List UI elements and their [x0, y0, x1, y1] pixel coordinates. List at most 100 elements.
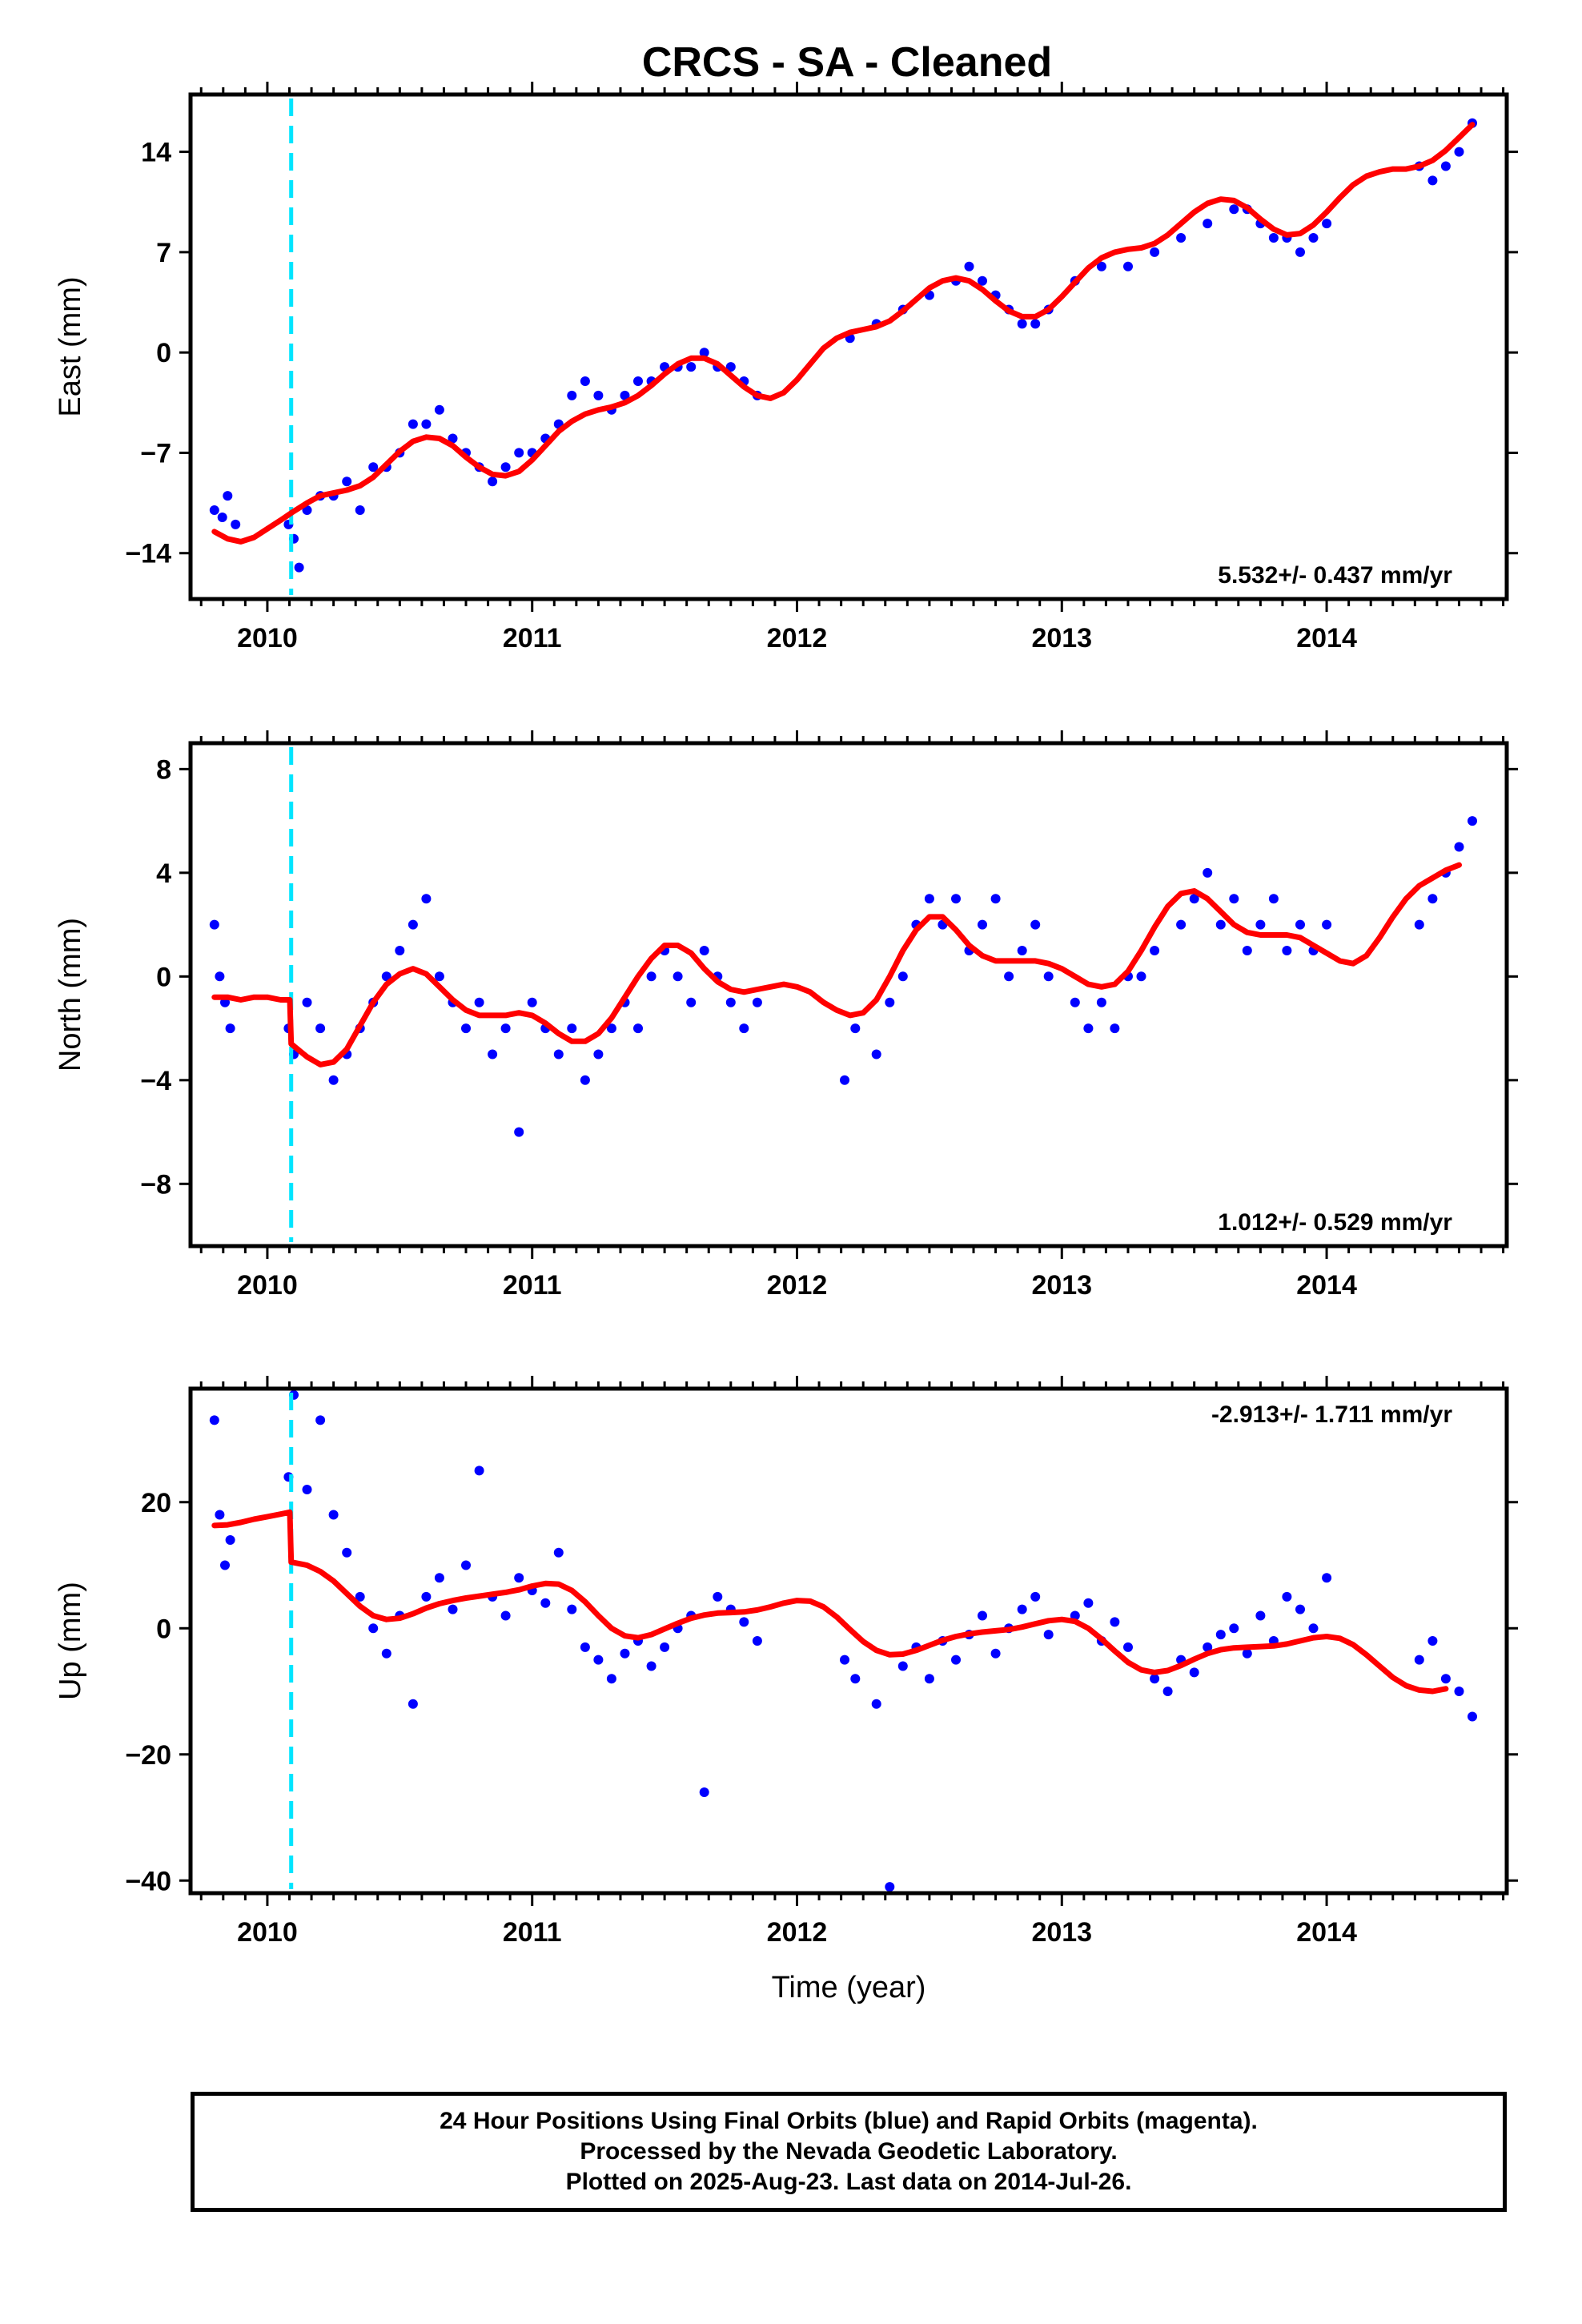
data-point — [1454, 1687, 1464, 1696]
data-point — [633, 1023, 643, 1034]
data-point — [1322, 1573, 1332, 1583]
data-point — [355, 1591, 365, 1602]
x-tick-label: 2010 — [237, 623, 298, 653]
data-point — [1123, 261, 1133, 271]
data-point — [500, 462, 511, 472]
data-point — [434, 1573, 444, 1583]
data-point — [686, 997, 697, 1007]
data-point — [514, 1127, 524, 1137]
data-point — [461, 1023, 471, 1034]
data-point — [580, 376, 590, 386]
data-point — [1203, 1642, 1213, 1652]
data-point — [553, 1547, 564, 1558]
data-point — [1308, 1623, 1319, 1634]
y-tick-label: 0 — [156, 962, 171, 992]
data-point — [408, 419, 418, 429]
y-tick-label: −4 — [140, 1066, 171, 1096]
rate-annotation: 1.012+/- 0.529 mm/yr — [1218, 1209, 1452, 1236]
data-point — [1017, 946, 1027, 955]
data-point — [850, 1674, 861, 1684]
data-point — [924, 1674, 934, 1684]
data-point — [606, 1674, 616, 1684]
x-tick-label: 2010 — [237, 1270, 298, 1301]
data-point — [1440, 1674, 1451, 1684]
model-curve — [211, 862, 1462, 1068]
data-point — [897, 971, 908, 982]
data-point — [606, 1023, 616, 1034]
data-point — [328, 1075, 339, 1085]
x-tick-label: 2013 — [1031, 623, 1092, 653]
data-point — [1136, 971, 1146, 982]
y-axis-label: East (mm) — [54, 276, 87, 416]
panel-north: −8 −4 0 4 8 2010 2011 2012 2013 2014 North (mm) 1.0… — [54, 730, 1518, 1301]
data-point — [1150, 1674, 1160, 1684]
data-point — [885, 997, 895, 1007]
data-point — [1427, 1636, 1438, 1646]
data-point — [1110, 1617, 1120, 1627]
points-east — [209, 118, 1477, 573]
data-point — [1203, 867, 1213, 878]
data-point — [725, 362, 736, 372]
x-tick-label: 2011 — [503, 1270, 562, 1301]
data-point — [1255, 919, 1266, 930]
y-axis-label: Up (mm) — [54, 1582, 87, 1700]
data-point — [368, 462, 379, 472]
data-point — [1030, 1591, 1041, 1602]
data-point — [540, 1598, 551, 1608]
data-point — [553, 1049, 564, 1059]
y-tick-label: 20 — [141, 1488, 171, 1518]
data-point — [1468, 816, 1477, 826]
footer-line-orbits: 24 Hour Positions Using Final Orbits (bl… — [440, 2108, 1258, 2134]
data-point — [1295, 1604, 1305, 1614]
data-point — [408, 919, 418, 930]
data-point — [1414, 1655, 1424, 1665]
data-point — [633, 376, 643, 386]
data-point — [488, 476, 498, 487]
data-point — [514, 448, 524, 458]
data-point — [871, 1049, 881, 1059]
data-point — [593, 390, 604, 400]
x-tick-label: 2014 — [1296, 1270, 1357, 1301]
data-point — [840, 1075, 849, 1085]
data-point — [209, 919, 219, 930]
chart-title: CRCS - SA - Cleaned — [642, 39, 1052, 86]
y-tick-label: 4 — [156, 858, 171, 889]
data-point — [1322, 919, 1332, 930]
data-point — [897, 1661, 908, 1671]
x-tick-label: 2014 — [1296, 1917, 1357, 1948]
data-point — [951, 894, 961, 904]
data-point — [1427, 894, 1438, 904]
y-tick-label: 8 — [156, 754, 171, 785]
x-tick-label: 2013 — [1031, 1270, 1092, 1301]
data-point — [1004, 971, 1014, 982]
data-point — [951, 1655, 961, 1665]
data-point — [646, 1661, 656, 1671]
data-point — [1083, 1023, 1094, 1034]
y-axis-label: North (mm) — [54, 918, 87, 1072]
y-tick-label: −7 — [140, 438, 171, 468]
data-point — [593, 1655, 604, 1665]
data-point — [527, 997, 537, 1007]
data-point — [1414, 919, 1424, 930]
data-point — [225, 1535, 235, 1545]
data-point — [978, 275, 987, 286]
data-point — [231, 519, 241, 529]
data-point — [978, 1610, 987, 1621]
data-point — [302, 997, 312, 1007]
data-point — [1242, 946, 1252, 955]
data-point — [567, 1604, 577, 1614]
data-point — [315, 1415, 326, 1425]
data-point — [448, 433, 458, 444]
data-point — [1096, 997, 1106, 1007]
data-point — [1043, 1630, 1054, 1640]
data-point — [699, 946, 709, 955]
data-point — [315, 1023, 326, 1034]
rate-annotation: 5.532+/- 0.437 mm/yr — [1218, 562, 1452, 589]
data-point — [1110, 1023, 1120, 1034]
data-point — [924, 894, 934, 904]
data-point — [434, 971, 444, 982]
model-curve — [211, 1509, 1449, 1695]
data-point — [514, 1573, 524, 1583]
y-tick-label: −14 — [125, 539, 171, 569]
